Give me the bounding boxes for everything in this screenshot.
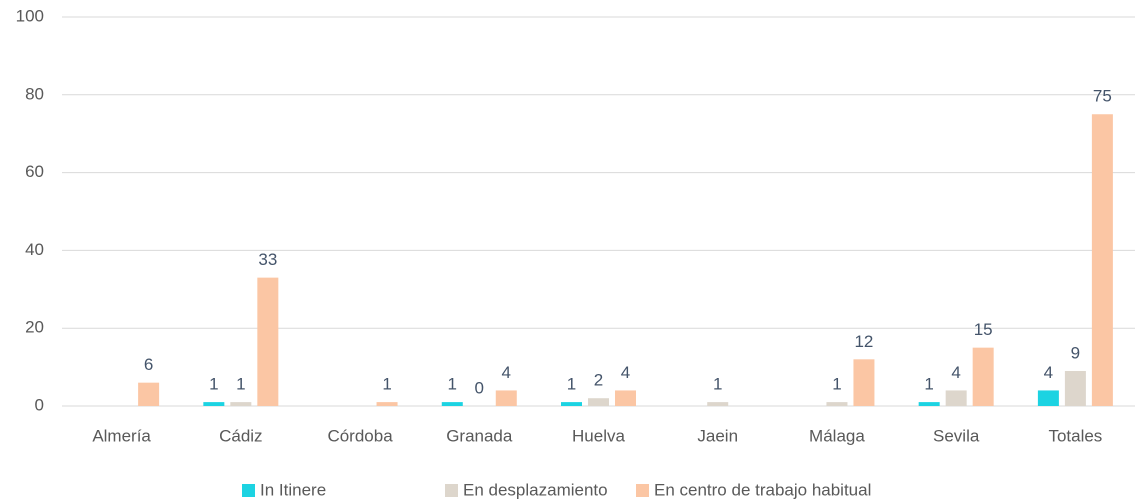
y-tick-label: 20 bbox=[25, 318, 44, 337]
x-tick-label: Jaein bbox=[697, 426, 738, 445]
value-label: 1 bbox=[924, 375, 933, 394]
value-label: 33 bbox=[258, 250, 277, 269]
value-label: 1 bbox=[448, 375, 457, 394]
value-label: 2 bbox=[594, 371, 603, 390]
bar bbox=[257, 277, 279, 406]
legend-swatch bbox=[445, 484, 458, 497]
y-tick-label: 80 bbox=[25, 84, 44, 103]
bar bbox=[138, 382, 160, 406]
legend-label: En centro de trabajo habitual bbox=[654, 480, 871, 499]
value-label: 1 bbox=[567, 375, 576, 394]
bar bbox=[1064, 370, 1086, 406]
x-tick-label: Almería bbox=[92, 426, 151, 445]
bar bbox=[203, 402, 225, 406]
bar bbox=[588, 398, 609, 406]
value-label: 4 bbox=[502, 363, 511, 382]
value-label: 4 bbox=[1044, 363, 1053, 382]
value-label: 1 bbox=[209, 375, 218, 394]
y-tick-label: 40 bbox=[25, 240, 44, 259]
value-label: 4 bbox=[621, 363, 630, 382]
y-tick-label: 60 bbox=[25, 162, 44, 181]
legend-label: In Itinere bbox=[260, 480, 326, 499]
y-tick-label: 100 bbox=[16, 6, 44, 25]
value-label: 4 bbox=[951, 363, 960, 382]
value-label: 0 bbox=[475, 378, 484, 397]
bar bbox=[1091, 114, 1113, 406]
x-tick-label: Totales bbox=[1048, 426, 1102, 445]
value-label: 12 bbox=[854, 332, 873, 351]
value-label: 15 bbox=[974, 320, 993, 339]
x-tick-label: Cádiz bbox=[219, 426, 262, 445]
value-label: 6 bbox=[144, 355, 153, 374]
bar bbox=[1037, 390, 1059, 406]
legend-swatch bbox=[636, 484, 649, 497]
x-tick-label: Córdoba bbox=[327, 426, 393, 445]
x-tick-label: Málaga bbox=[809, 426, 865, 445]
value-label: 1 bbox=[382, 375, 391, 394]
bar bbox=[376, 402, 398, 406]
value-label: 9 bbox=[1071, 343, 1080, 362]
bar bbox=[230, 402, 252, 406]
bar bbox=[918, 402, 940, 406]
bar bbox=[561, 402, 582, 406]
y-tick-label: 0 bbox=[35, 395, 44, 414]
bar bbox=[441, 402, 463, 406]
value-label: 1 bbox=[236, 375, 245, 394]
legend-label: En desplazamiento bbox=[463, 480, 608, 499]
value-label: 1 bbox=[713, 375, 722, 394]
value-label: 1 bbox=[832, 375, 841, 394]
bar bbox=[495, 390, 517, 406]
x-tick-label: Huelva bbox=[572, 426, 625, 445]
bar bbox=[853, 359, 875, 406]
bar bbox=[615, 390, 636, 406]
bar bbox=[707, 402, 729, 406]
value-label: 75 bbox=[1093, 87, 1112, 106]
bar bbox=[826, 402, 848, 406]
x-tick-label: Sevila bbox=[933, 426, 980, 445]
x-tick-label: Granada bbox=[446, 426, 513, 445]
bar bbox=[945, 390, 967, 406]
bar bbox=[972, 347, 994, 406]
legend-swatch bbox=[242, 484, 255, 497]
